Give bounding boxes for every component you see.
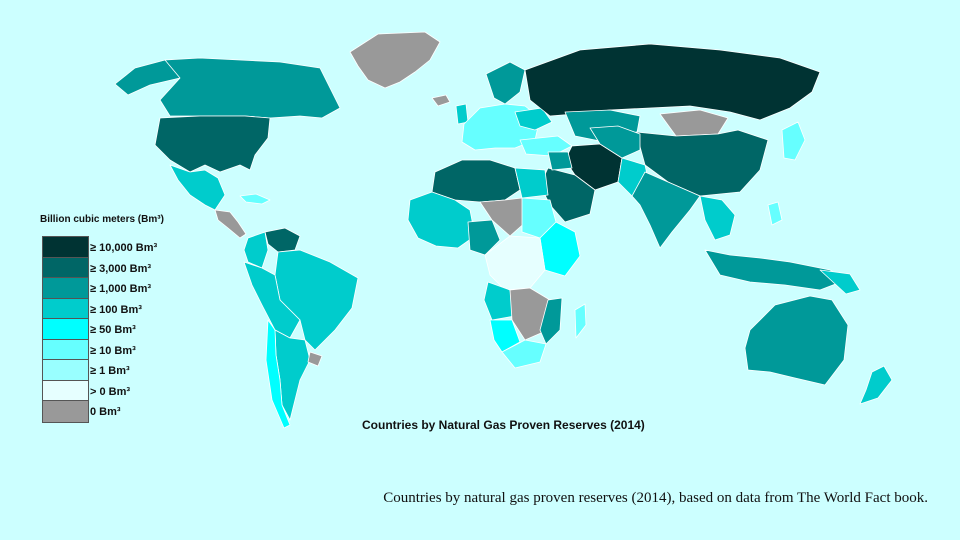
region-peru-bolivia [243,261,301,339]
region-canada [159,57,341,119]
region-central-america [214,209,247,239]
legend-swatch [43,278,88,299]
legend-label: ≥ 50 Bm³ [90,324,136,336]
legend-label: 0 Bm³ [90,406,121,418]
region-nigeria [467,219,501,256]
region-central-africa [484,235,546,291]
region-india [631,171,701,249]
legend-swatches [42,236,89,423]
region-southeast-asia [699,195,736,241]
region-north-africa [431,159,521,203]
region-mozambique [539,297,563,345]
legend-swatch [43,339,88,360]
region-uk [455,103,469,125]
legend-label: ≥ 100 Bm³ [90,303,142,316]
legend-swatch [43,360,88,381]
legend-label: ≥ 10 Bm³ [90,344,136,357]
legend-swatch [43,319,88,340]
region-russia [524,43,821,121]
region-chile [265,319,291,429]
region-madagascar [574,303,587,339]
region-greenland [349,31,441,89]
region-south-africa [501,339,547,369]
map-title: Countries by Natural Gas Proven Reserves… [362,418,645,432]
legend-swatch [43,298,88,319]
region-papua [819,269,861,295]
legend-swatch [43,237,88,258]
region-colombia [243,231,269,269]
region-turkey [519,135,573,157]
region-japan [781,121,806,161]
region-uruguay [307,351,323,367]
legend-label: ≥ 3,000 Bm³ [90,262,152,275]
region-indonesia [704,249,847,291]
region-mongolia [659,109,729,137]
region-central-asia [589,125,641,159]
legend-label: > 0 Bm³ [90,385,131,398]
caption: Countries by natural gas proven reserves… [383,490,928,506]
legend-label: ≥ 10,000 Bm³ [90,242,158,254]
legend-swatch [43,257,88,278]
region-ukraine [514,107,553,131]
region-west-africa [407,191,476,249]
region-china [635,129,769,197]
region-egypt [514,167,549,199]
region-philippines [767,201,783,226]
legend-swatch [43,380,88,401]
region-mexico [169,164,226,211]
region-angola [483,281,516,321]
region-new-zealand [859,365,893,405]
region-usa [154,115,271,173]
region-caribbean [239,193,271,205]
legend-label: ≥ 1,000 Bm³ [90,283,152,295]
region-scandinavia [485,61,526,105]
region-iceland [431,94,451,107]
legend-label: ≥ 1 Bm³ [90,365,130,377]
legend-swatch [43,401,88,422]
legend-title: Billion cubic meters (Bm³) [40,214,164,225]
region-iraq [547,151,573,171]
region-australia [744,295,849,386]
region-venezuela [264,227,301,253]
legend-labels: ≥ 10,000 Bm³ ≥ 3,000 Bm³ ≥ 1,000 Bm³ ≥ 100 … [90,238,157,423]
